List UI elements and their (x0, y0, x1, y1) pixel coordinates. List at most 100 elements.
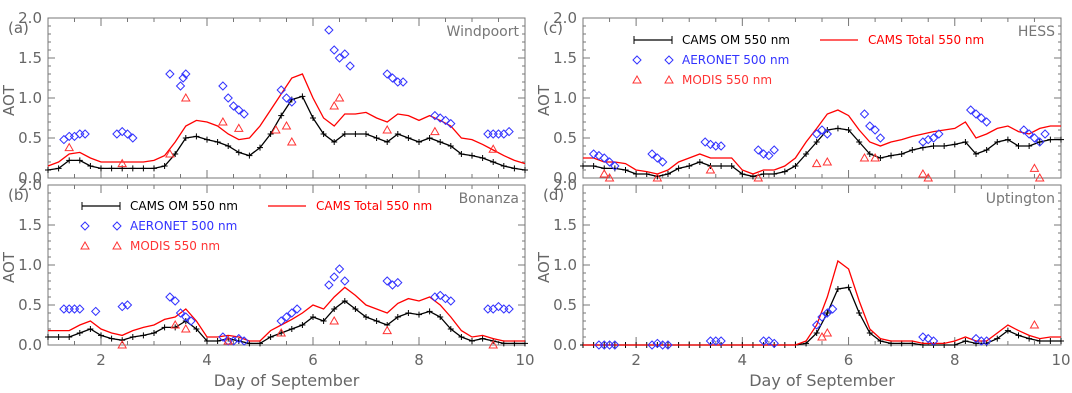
om-point (458, 334, 465, 340)
om-point (686, 163, 693, 169)
modis-point (180, 323, 191, 333)
y-axis-label: AOT (0, 251, 18, 283)
aeronet-point (599, 153, 609, 163)
om-point (739, 171, 746, 177)
site-label: Windpoort (447, 24, 520, 40)
modis-point (117, 158, 128, 168)
aeronet-point (1040, 129, 1050, 139)
aeronet-point (393, 277, 403, 288)
aeronet-point (488, 129, 498, 139)
om-point (151, 165, 157, 172)
modis-point (233, 123, 244, 132)
aeronet-point (435, 113, 445, 123)
y-tick-label: 0.5 (18, 129, 42, 147)
series-line-cams-om (583, 127, 1061, 178)
aeronet-point (483, 304, 493, 314)
aeronet-point (822, 308, 833, 318)
om-point (1047, 338, 1054, 344)
om-point (845, 284, 852, 291)
legend-label-om: CAMS OM 550 nm (682, 33, 790, 47)
aeronet-point (59, 304, 69, 314)
modis-point (599, 168, 610, 178)
y-tick-label: 0.5 (553, 129, 577, 147)
aeronet-point (827, 304, 838, 314)
aeronet-point (663, 340, 673, 350)
om-point (1026, 143, 1033, 149)
chart-panel-3: 0.0 0.5 1.0 1.5 2.0 2 4 6 8 10 (d) Uptington AOT (535, 176, 1071, 369)
aeronet-point (75, 129, 85, 139)
aeronet-point (398, 77, 408, 87)
om-point (267, 334, 274, 340)
om-point (76, 330, 83, 336)
aeronet-point (430, 292, 440, 302)
aeronet-point (239, 109, 249, 119)
modis-point (822, 327, 833, 337)
aeronet-point (971, 109, 981, 119)
aeronet-point (440, 115, 451, 126)
aeronet-point (324, 280, 334, 290)
aeronet-point (122, 300, 133, 310)
om-point (151, 330, 157, 336)
aeronet-point (69, 304, 80, 314)
om-point (437, 314, 444, 320)
om-point (675, 165, 682, 172)
om-point (373, 318, 380, 324)
modis-point (1034, 172, 1045, 182)
aeronet-point (64, 131, 74, 142)
om-point (55, 334, 62, 340)
om-point (888, 152, 895, 159)
om-point (622, 167, 629, 173)
aeronet-point (870, 125, 880, 135)
modis-point (334, 92, 345, 102)
legend-modis-marker (632, 74, 642, 84)
aeronet-point (923, 134, 933, 145)
aeronet-point (446, 118, 456, 129)
aeronet-point (1019, 125, 1029, 135)
aeronet-point (811, 320, 822, 330)
om-point (856, 310, 863, 316)
modis-point (223, 335, 234, 345)
aeronet-point (981, 117, 992, 127)
om-point (696, 159, 703, 165)
y-tick-label: 2.0 (553, 9, 577, 27)
om-point (1026, 335, 1033, 342)
om-point (214, 338, 221, 344)
om-point (278, 112, 285, 119)
legend: CAMS OM 550 nm CAMS Total 550 nm AERONET 5… (632, 33, 984, 87)
om-point (55, 165, 62, 172)
aeronet-point (218, 332, 228, 342)
aeronet-point (594, 150, 604, 161)
om-point (760, 171, 767, 177)
om-point (1047, 136, 1054, 143)
x-tick-label: 8 (414, 351, 424, 369)
om-point (320, 318, 327, 324)
y-axis-label: AOT (0, 84, 18, 116)
modis-point (64, 142, 75, 152)
modis-point (218, 116, 228, 126)
om-point (45, 334, 51, 340)
om-point (962, 139, 969, 145)
om-point (479, 155, 486, 161)
modis-point (753, 172, 764, 182)
aeronet-point (769, 338, 779, 349)
aeronet-point (928, 133, 939, 143)
series-line-cams-total (47, 73, 526, 167)
om-point (172, 324, 179, 331)
aeronet-point (504, 126, 514, 137)
modis-point (918, 168, 928, 178)
om-point (469, 152, 475, 159)
series-line-cams-om (583, 286, 1061, 346)
om-point (962, 338, 969, 344)
aeronet-point (1035, 137, 1045, 147)
aeronet-point (276, 85, 286, 95)
aeronet-point (430, 110, 440, 121)
om-point (1058, 338, 1064, 344)
aeronet-point (488, 304, 498, 314)
om-point (172, 151, 179, 157)
aeronet-point (324, 25, 334, 35)
aeronet-point (276, 316, 286, 326)
aeronet-point (186, 316, 196, 326)
x-tick-label: 4 (202, 351, 212, 369)
om-point (363, 314, 369, 320)
